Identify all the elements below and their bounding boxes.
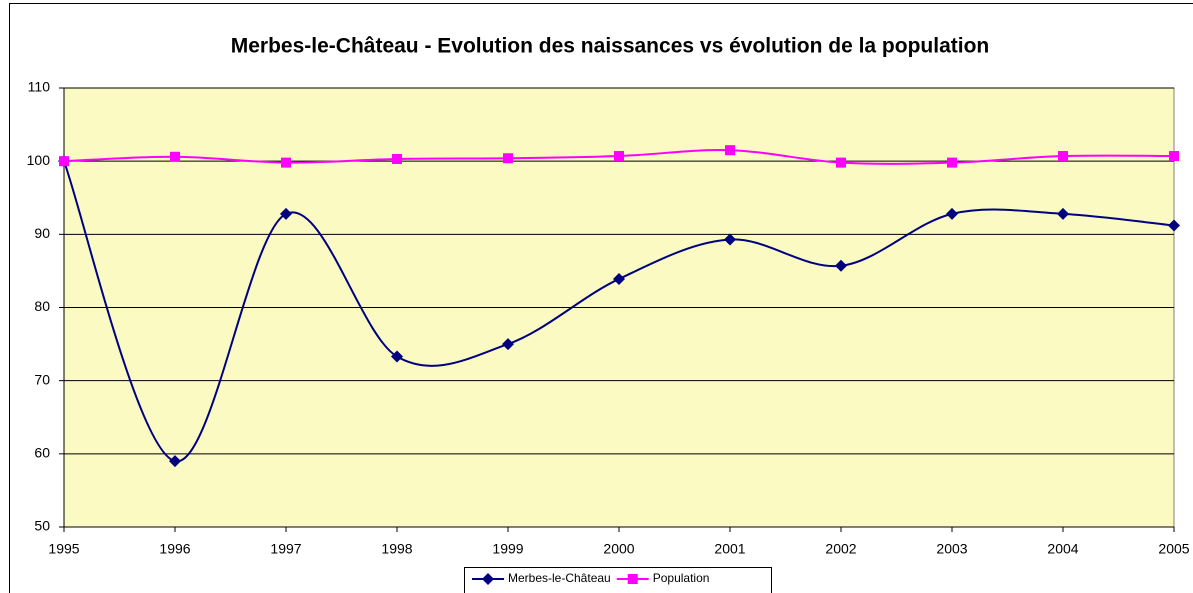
legend-label: Population xyxy=(653,571,710,585)
marker xyxy=(1057,207,1069,220)
x-tick-label: 2003 xyxy=(936,541,967,557)
x-tick-label: 2002 xyxy=(825,541,856,557)
marker xyxy=(482,573,494,585)
legend-box xyxy=(464,567,772,593)
marker xyxy=(614,151,624,162)
marker xyxy=(1058,151,1068,162)
marker xyxy=(281,157,291,168)
marker xyxy=(280,207,292,220)
y-tick-label: 70 xyxy=(34,371,50,387)
chart-title: Merbes-le-Château - Evolution des naissa… xyxy=(231,35,990,58)
y-tick-label: 50 xyxy=(34,518,50,534)
marker xyxy=(613,272,625,285)
marker xyxy=(391,350,403,363)
y-tick-label: 90 xyxy=(34,225,50,241)
marker xyxy=(1168,219,1180,232)
x-tick-label: 2005 xyxy=(1158,541,1189,557)
y-tick-label: 80 xyxy=(34,298,50,314)
marker xyxy=(627,574,638,584)
y-tick-label: 60 xyxy=(34,445,50,461)
x-tick-label: 1999 xyxy=(492,541,523,557)
x-tick-label: 1997 xyxy=(270,541,301,557)
legend-label: Merbes-le-Château xyxy=(508,571,611,585)
y-tick-label: 100 xyxy=(27,152,51,168)
marker xyxy=(836,157,846,168)
marker xyxy=(725,145,735,156)
x-tick-label: 1996 xyxy=(159,541,190,557)
x-tick-label: 2000 xyxy=(603,541,634,557)
marker xyxy=(835,259,847,272)
marker xyxy=(503,153,513,164)
x-tick-label: 2001 xyxy=(714,541,745,557)
y-tick-label: 110 xyxy=(28,79,51,95)
marker xyxy=(170,151,180,162)
marker xyxy=(169,455,181,468)
x-tick-label: 2004 xyxy=(1047,541,1078,557)
x-tick-label: 1995 xyxy=(48,541,79,557)
marker xyxy=(724,233,736,246)
marker xyxy=(947,157,957,168)
marker xyxy=(946,207,958,220)
marker xyxy=(392,153,402,164)
marker xyxy=(1169,151,1179,162)
marker xyxy=(502,338,514,351)
x-tick-label: 1998 xyxy=(381,541,412,557)
marker xyxy=(59,156,69,167)
legend: Merbes-le-Château Population xyxy=(464,567,772,593)
